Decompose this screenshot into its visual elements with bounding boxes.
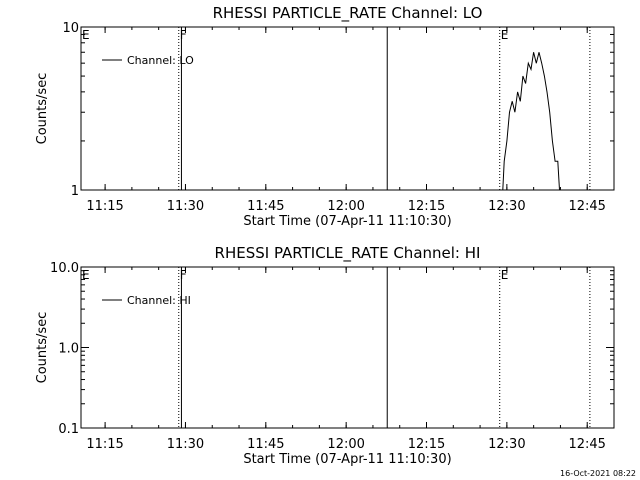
event-marker-label: E bbox=[501, 28, 509, 42]
x-axis-label: Start Time (07-Apr-11 11:10:30) bbox=[243, 452, 451, 467]
x-tick-label: 12:45 bbox=[568, 437, 605, 452]
x-tick-label: 12:30 bbox=[488, 437, 525, 452]
y-tick-label: 0.1 bbox=[58, 422, 79, 437]
x-tick-label: 11:45 bbox=[247, 437, 284, 452]
x-tick-label: 11:30 bbox=[167, 199, 204, 214]
x-tick-label: 11:30 bbox=[167, 437, 204, 452]
y-tick-label: 10 bbox=[62, 21, 79, 36]
x-tick-label: 12:00 bbox=[327, 437, 364, 452]
event-marker-label: E bbox=[501, 268, 509, 282]
legend-entry: Channel: LO bbox=[127, 54, 194, 67]
x-tick-label: 12:15 bbox=[408, 199, 445, 214]
x-tick-label: 11:15 bbox=[86, 199, 123, 214]
generated-timestamp: 16-Oct-2021 08:22 bbox=[560, 469, 636, 478]
legend-entry: Channel: HI bbox=[127, 294, 191, 307]
x-axis-label: Start Time (07-Apr-11 11:10:30) bbox=[243, 214, 451, 229]
event-marker-label: F bbox=[180, 28, 187, 42]
y-tick-label: 1 bbox=[71, 184, 79, 199]
panel-hi: RHESSI PARTICLE_RATE Channel: HI 11:15 11:… bbox=[35, 244, 615, 467]
x-tick-label: 12:45 bbox=[568, 199, 605, 214]
event-marker-label: F bbox=[180, 268, 187, 282]
chart-title: RHESSI PARTICLE_RATE Channel: LO bbox=[213, 4, 483, 23]
y-tick-label: 10.0 bbox=[50, 261, 79, 276]
chart-title: RHESSI PARTICLE_RATE Channel: HI bbox=[215, 244, 481, 263]
plot-frame bbox=[80, 266, 615, 429]
plot-frame bbox=[80, 26, 615, 191]
series-line-lo bbox=[502, 52, 560, 191]
x-tick-label: 12:15 bbox=[408, 437, 445, 452]
y-axis-label: Counts/sec bbox=[35, 73, 50, 145]
event-marker-label: E bbox=[82, 268, 90, 282]
event-marker-label: E bbox=[82, 28, 90, 42]
x-tick-label: 12:00 bbox=[327, 199, 364, 214]
y-tick-label: 1.0 bbox=[58, 342, 79, 357]
x-tick-label: 11:45 bbox=[247, 199, 284, 214]
panel-lo: RHESSI PARTICLE_RATE Channel: LO 11:15 11:… bbox=[35, 4, 615, 229]
x-tick-label: 12:30 bbox=[488, 199, 525, 214]
x-tick-label: 11:15 bbox=[86, 437, 123, 452]
y-axis-label: Counts/sec bbox=[35, 312, 50, 384]
